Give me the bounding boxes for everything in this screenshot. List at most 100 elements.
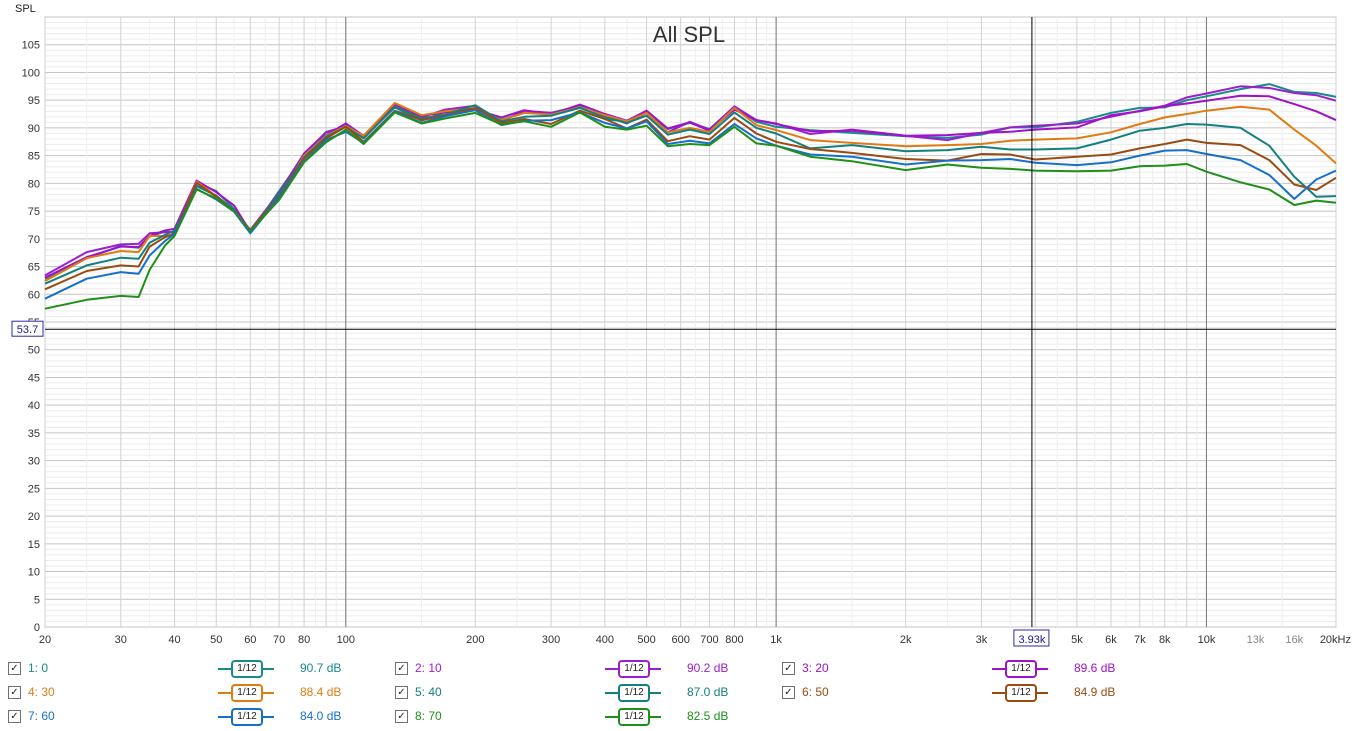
cursor-x-readout: 3.93k — [1018, 634, 1045, 646]
smoothing-control-1[interactable]: 1/12 — [218, 659, 274, 678]
smoothing-label-7: 1/12 — [231, 708, 263, 726]
y-tick-label: 35 — [28, 428, 40, 440]
cursor-y-readout: 53.7 — [17, 324, 38, 336]
legend-avg-6: 84.9 dB — [1074, 685, 1116, 699]
smoothing-control-4[interactable]: 1/12 — [218, 683, 274, 702]
x-tick-label: 80 — [298, 634, 310, 646]
smoothing-control-2[interactable]: 1/12 — [605, 659, 661, 678]
y-tick-label: 30 — [28, 456, 40, 468]
x-tick-label: 60 — [244, 634, 256, 646]
legend-avg-1: 90.7 dB — [300, 661, 342, 675]
x-tick-label: 3k — [976, 634, 988, 646]
x-tick-label: 40 — [168, 634, 180, 646]
legend-avg-2: 90.2 dB — [687, 661, 729, 675]
y-tick-label: 25 — [28, 483, 40, 495]
y-tick-label: 20 — [28, 511, 40, 523]
x-tick-label: 20kHz — [1320, 634, 1351, 646]
legend-label-5: 5: 40 — [415, 685, 442, 699]
smoothing-control-3[interactable]: 1/12 — [992, 659, 1048, 678]
y-tick-label: 45 — [28, 372, 40, 384]
x-tick-label: 13k — [1247, 634, 1265, 646]
smoothing-control-7[interactable]: 1/12 — [218, 707, 274, 726]
x-tick-label: 100 — [337, 634, 355, 646]
y-tick-label: 10 — [28, 567, 40, 579]
x-tick-label: 8k — [1159, 634, 1171, 646]
checkbox-4[interactable]: ✓ — [8, 686, 21, 699]
y-tick-label: 65 — [28, 262, 40, 274]
x-tick-label: 200 — [466, 634, 484, 646]
x-tick-label: 7k — [1134, 634, 1146, 646]
legend-label-1: 1: 0 — [28, 661, 49, 675]
x-tick-label: 50 — [210, 634, 222, 646]
legend-avg-3: 89.6 dB — [1074, 661, 1116, 675]
legend-label-4: 4: 30 — [28, 685, 55, 699]
cursor-crosshair[interactable]: 53.7 3.93k — [11, 17, 1336, 647]
smoothing-label-4: 1/12 — [231, 684, 263, 702]
smoothing-label-6: 1/12 — [1005, 684, 1037, 702]
x-tick-labels: 20 30 40 50 60 70 80 100 200 300 400 500 600 700 800 1k… — [39, 634, 1351, 646]
checkbox-2[interactable]: ✓ — [395, 662, 408, 675]
legend-label-8: 8: 70 — [415, 709, 442, 723]
y-tick-label: 5 — [34, 594, 40, 606]
y-axis-label: SPL — [15, 3, 36, 15]
grid-lines — [44, 16, 1337, 628]
legend-avg-5: 87.0 dB — [687, 685, 729, 699]
legend-avg-4: 88.4 dB — [300, 685, 342, 699]
x-tick-label: 400 — [596, 634, 614, 646]
y-tick-label: 15 — [28, 539, 40, 551]
smoothing-control-6[interactable]: 1/12 — [992, 683, 1048, 702]
y-tick-label: 0 — [34, 622, 40, 634]
smoothing-label-8: 1/12 — [618, 708, 650, 726]
smoothing-label-5: 1/12 — [618, 684, 650, 702]
chart-title: All SPL — [653, 22, 725, 47]
series-line-8 — [44, 111, 1337, 310]
checkbox-7[interactable]: ✓ — [8, 710, 21, 723]
checkbox-1[interactable]: ✓ — [8, 662, 21, 675]
legend-panel: ✓ 1: 0 1/12 90.7 dB ✓ 2: 10 1/12 90.2 dB… — [0, 655, 1357, 731]
y-tick-label: 80 — [28, 178, 40, 190]
smoothing-control-5[interactable]: 1/12 — [605, 683, 661, 702]
x-tick-label: 800 — [725, 634, 743, 646]
legend-avg-8: 82.5 dB — [687, 709, 729, 723]
y-tick-label: 95 — [28, 95, 40, 107]
cursor-y-readout-box — [11, 320, 44, 337]
legend-label-3: 3: 20 — [802, 661, 829, 675]
checkbox-3[interactable]: ✓ — [782, 662, 795, 675]
y-tick-label: 40 — [28, 400, 40, 412]
y-tick-label: 90 — [28, 123, 40, 135]
y-tick-label: 70 — [28, 234, 40, 246]
spl-chart[interactable]: 0510152025303540455055606570758085909510… — [0, 0, 1357, 655]
smoothing-label-3: 1/12 — [1005, 660, 1037, 678]
x-tick-label: 500 — [637, 634, 655, 646]
x-tick-label: 600 — [671, 634, 689, 646]
x-tick-label: 16k — [1285, 634, 1303, 646]
legend-label-6: 6: 50 — [802, 685, 829, 699]
y-tick-label: 75 — [28, 206, 40, 218]
y-tick-label: 105 — [22, 40, 40, 52]
y-tick-label: 50 — [28, 345, 40, 357]
checkbox-5[interactable]: ✓ — [395, 686, 408, 699]
checkbox-8[interactable]: ✓ — [395, 710, 408, 723]
x-tick-label: 70 — [273, 634, 285, 646]
x-tick-label: 30 — [115, 634, 127, 646]
legend-label-2: 2: 10 — [415, 661, 442, 675]
smoothing-label-2: 1/12 — [618, 660, 650, 678]
cursor-x-readout-box — [1013, 629, 1050, 647]
y-tick-labels: 0510152025303540455055606570758085909510… — [22, 40, 40, 634]
x-tick-label: 2k — [900, 634, 912, 646]
smoothing-label-1: 1/12 — [231, 660, 263, 678]
y-tick-label: 85 — [28, 151, 40, 163]
legend-label-7: 7: 60 — [28, 709, 55, 723]
series-lines — [44, 83, 1337, 310]
x-tick-label: 300 — [542, 634, 560, 646]
smoothing-control-8[interactable]: 1/12 — [605, 707, 661, 726]
x-tick-label: 700 — [700, 634, 718, 646]
x-tick-label: 6k — [1105, 634, 1117, 646]
legend-avg-7: 84.0 dB — [300, 709, 342, 723]
checkbox-6[interactable]: ✓ — [782, 686, 795, 699]
x-tick-label: 1k — [770, 634, 782, 646]
x-tick-label: 20 — [39, 634, 51, 646]
x-tick-label: 10k — [1198, 634, 1216, 646]
x-tick-label: 5k — [1071, 634, 1083, 646]
y-tick-label: 100 — [22, 67, 40, 79]
